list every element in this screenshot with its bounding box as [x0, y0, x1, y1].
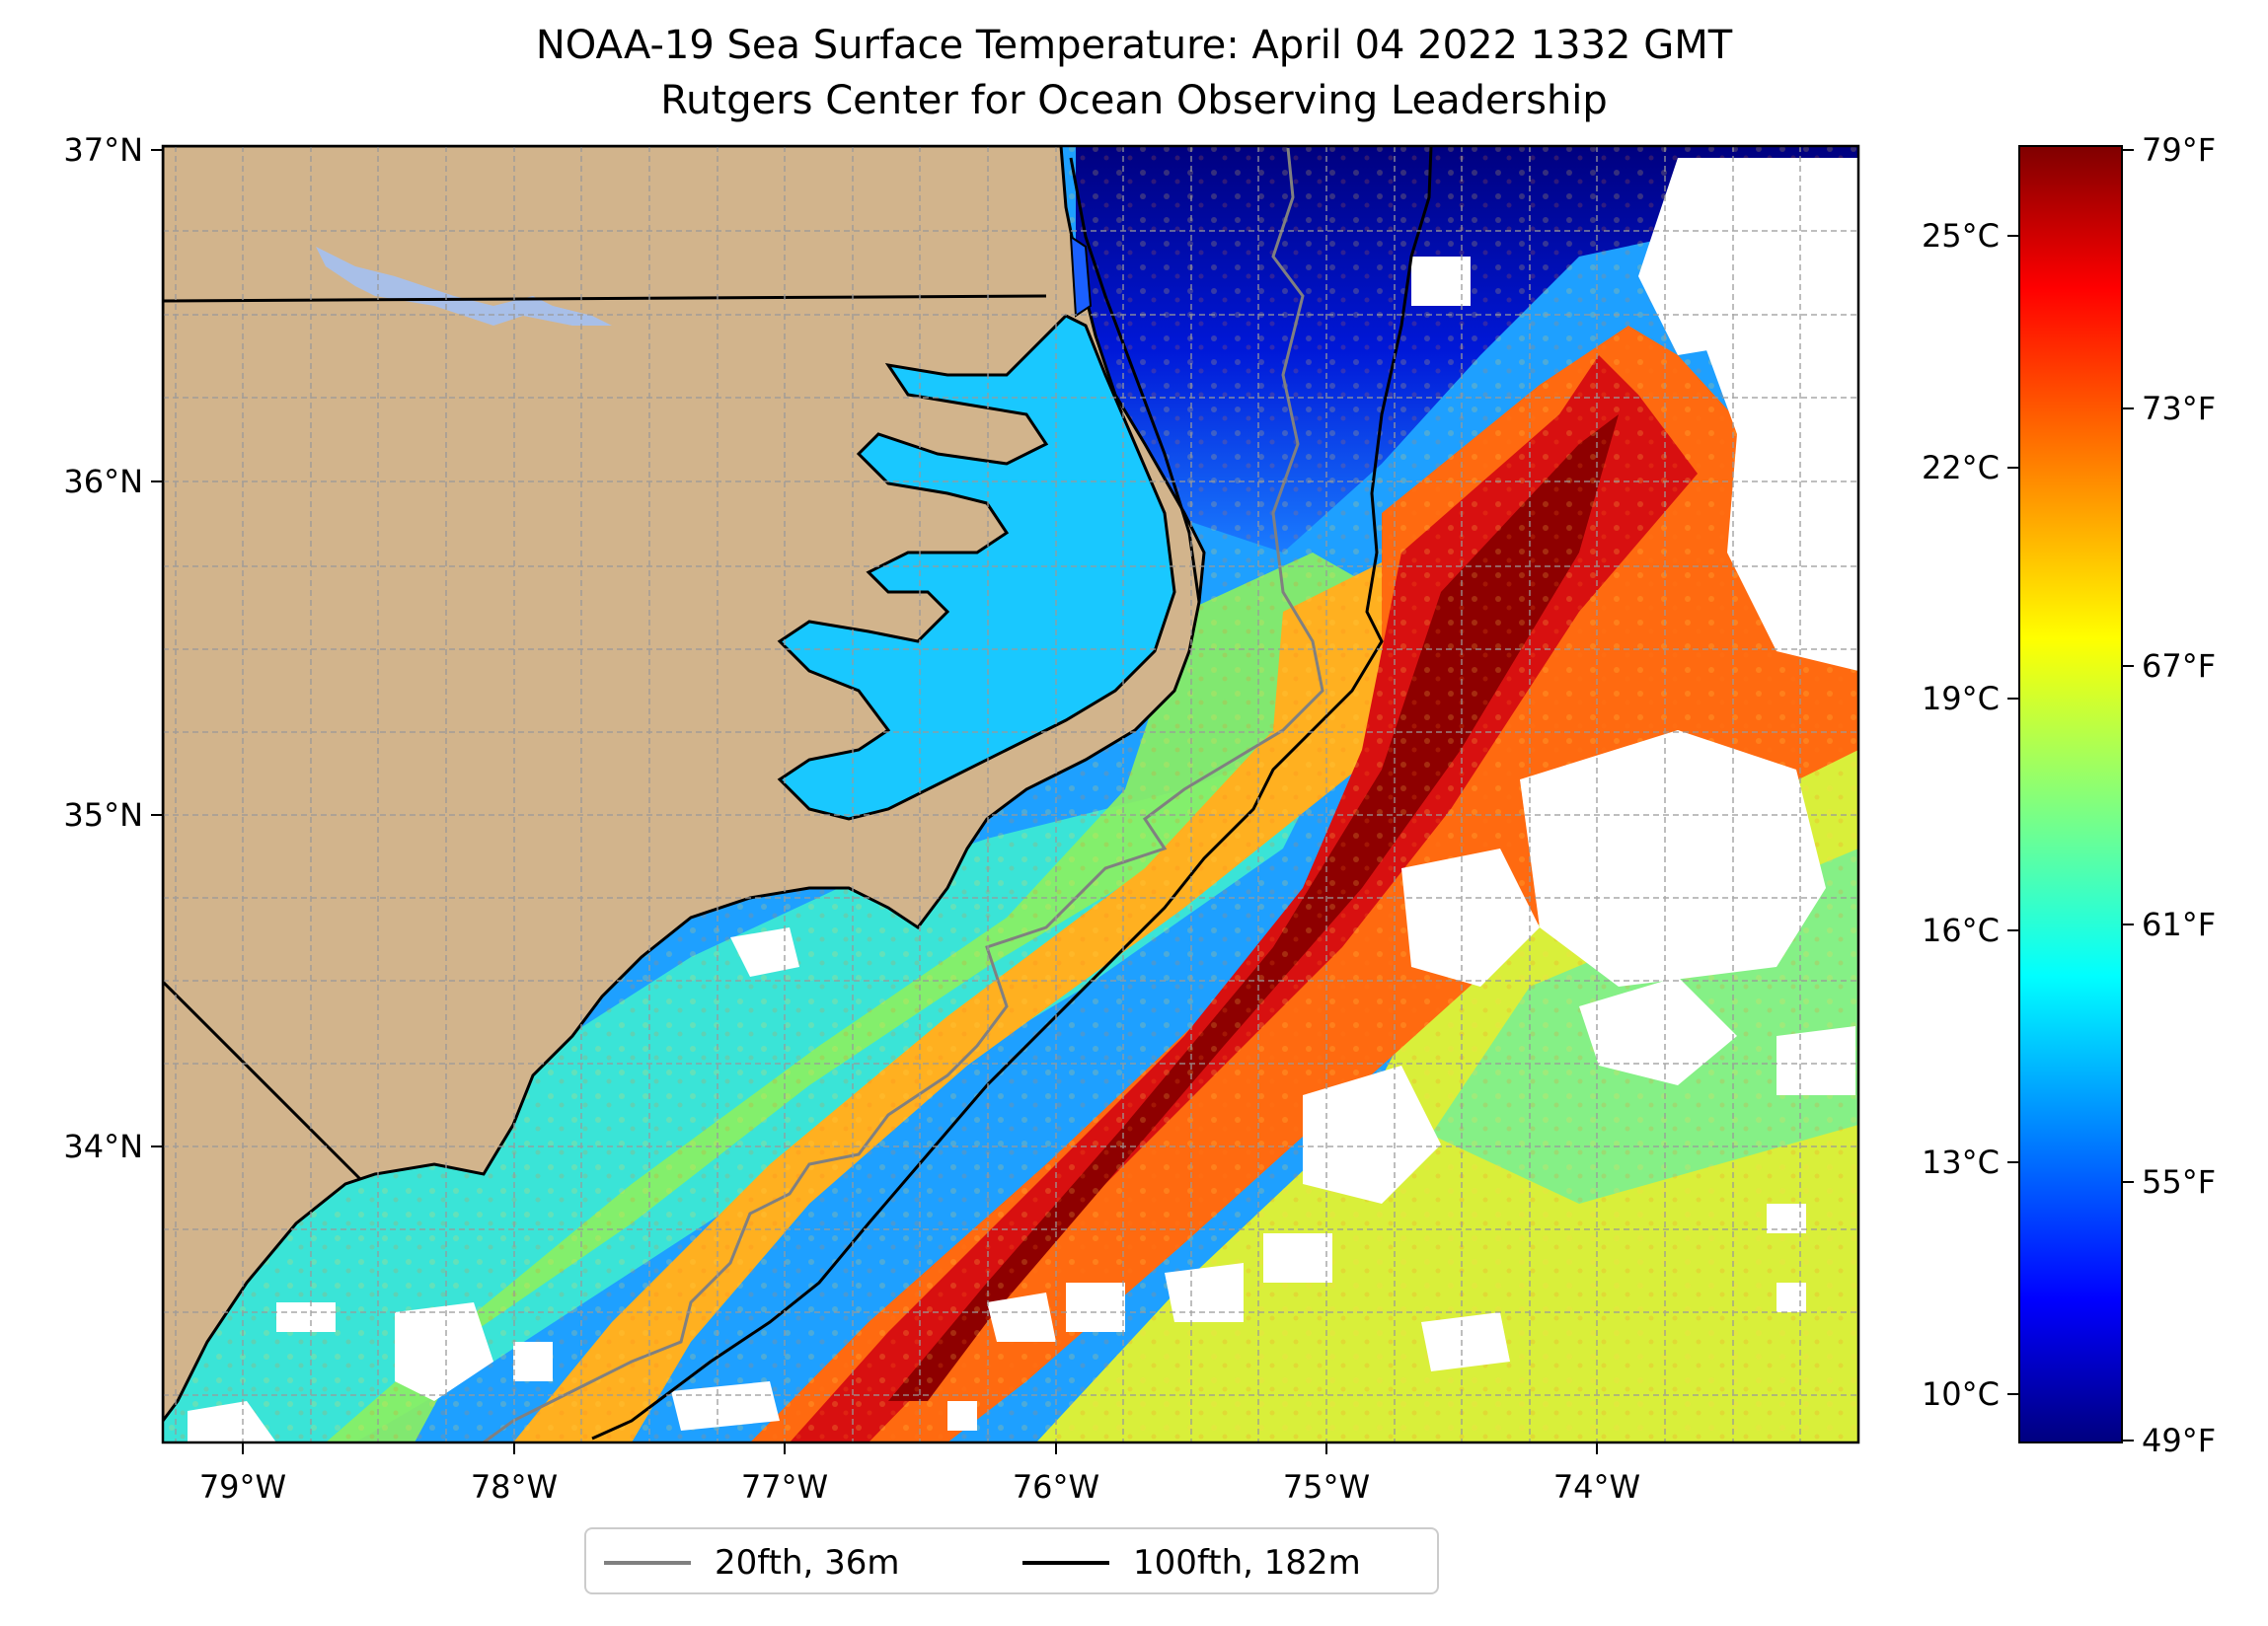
celsius-label-13: 13°C	[1922, 1144, 2000, 1181]
map-title: NOAA-19 Sea Surface Temperature: April 0…	[535, 23, 1733, 68]
pamlico-sound	[777, 314, 1176, 821]
celsius-ticks	[2007, 235, 2019, 1395]
fahrenheit-label-55: 55°F	[2142, 1163, 2216, 1201]
lon-label-76: 76°W	[1013, 1468, 1099, 1506]
lat-label-34: 34°N	[63, 1128, 143, 1165]
legend-label-100fth: 100fth, 182m	[1133, 1543, 1361, 1583]
map-subtitle: Rutgers Center for Ocean Observing Leade…	[660, 78, 1608, 123]
outer-banks	[1069, 157, 1201, 603]
legend-swatch-black-line	[1022, 1561, 1109, 1565]
isobath-100fth	[591, 146, 1433, 1441]
lat-label-35: 35°N	[63, 796, 143, 834]
lat-label-36: 36°N	[63, 463, 143, 500]
celsius-label-19: 19°C	[1922, 680, 2000, 717]
celsius-label-22: 22°C	[1922, 449, 2000, 486]
celsius-label-10: 10°C	[1922, 1375, 2000, 1413]
isobath-20fth	[483, 147, 1324, 1442]
legend-label-20fth: 20fth, 36m	[715, 1543, 900, 1583]
fahrenheit-label-67: 67°F	[2142, 647, 2216, 685]
state-border-va-nc	[163, 294, 1047, 303]
lon-ticks	[242, 1442, 1598, 1454]
sst-image	[163, 146, 1858, 1442]
isobath-legend: 20fth, 36m 100fth, 182m	[584, 1527, 1439, 1594]
fahrenheit-ticks	[2122, 149, 2134, 1441]
kerr-lake	[316, 247, 612, 326]
celsius-label-25: 25°C	[1922, 217, 2000, 255]
no-data-cloud-patches	[188, 158, 1858, 1442]
fahrenheit-label-61: 61°F	[2142, 906, 2216, 943]
lat-ticks	[151, 149, 163, 1147]
lon-label-77: 77°W	[741, 1468, 828, 1506]
map-gridlines	[163, 146, 1858, 1442]
celsius-label-16: 16°C	[1922, 912, 2000, 949]
legend-swatch-gray-line	[604, 1561, 691, 1565]
lon-label-74: 74°W	[1553, 1468, 1640, 1506]
colorbar	[2018, 145, 2123, 1443]
map-frame	[161, 144, 1860, 1444]
currituck-sound	[1069, 235, 1093, 318]
fahrenheit-label-79: 79°F	[2142, 131, 2216, 169]
fahrenheit-label-49: 49°F	[2142, 1422, 2216, 1459]
lon-label-75: 75°W	[1283, 1468, 1370, 1506]
state-border-nc-sc	[163, 980, 362, 1181]
lat-label-37: 37°N	[63, 131, 143, 169]
lon-label-78: 78°W	[471, 1468, 558, 1506]
lon-label-79: 79°W	[199, 1468, 286, 1506]
fahrenheit-label-73: 73°F	[2142, 390, 2216, 427]
